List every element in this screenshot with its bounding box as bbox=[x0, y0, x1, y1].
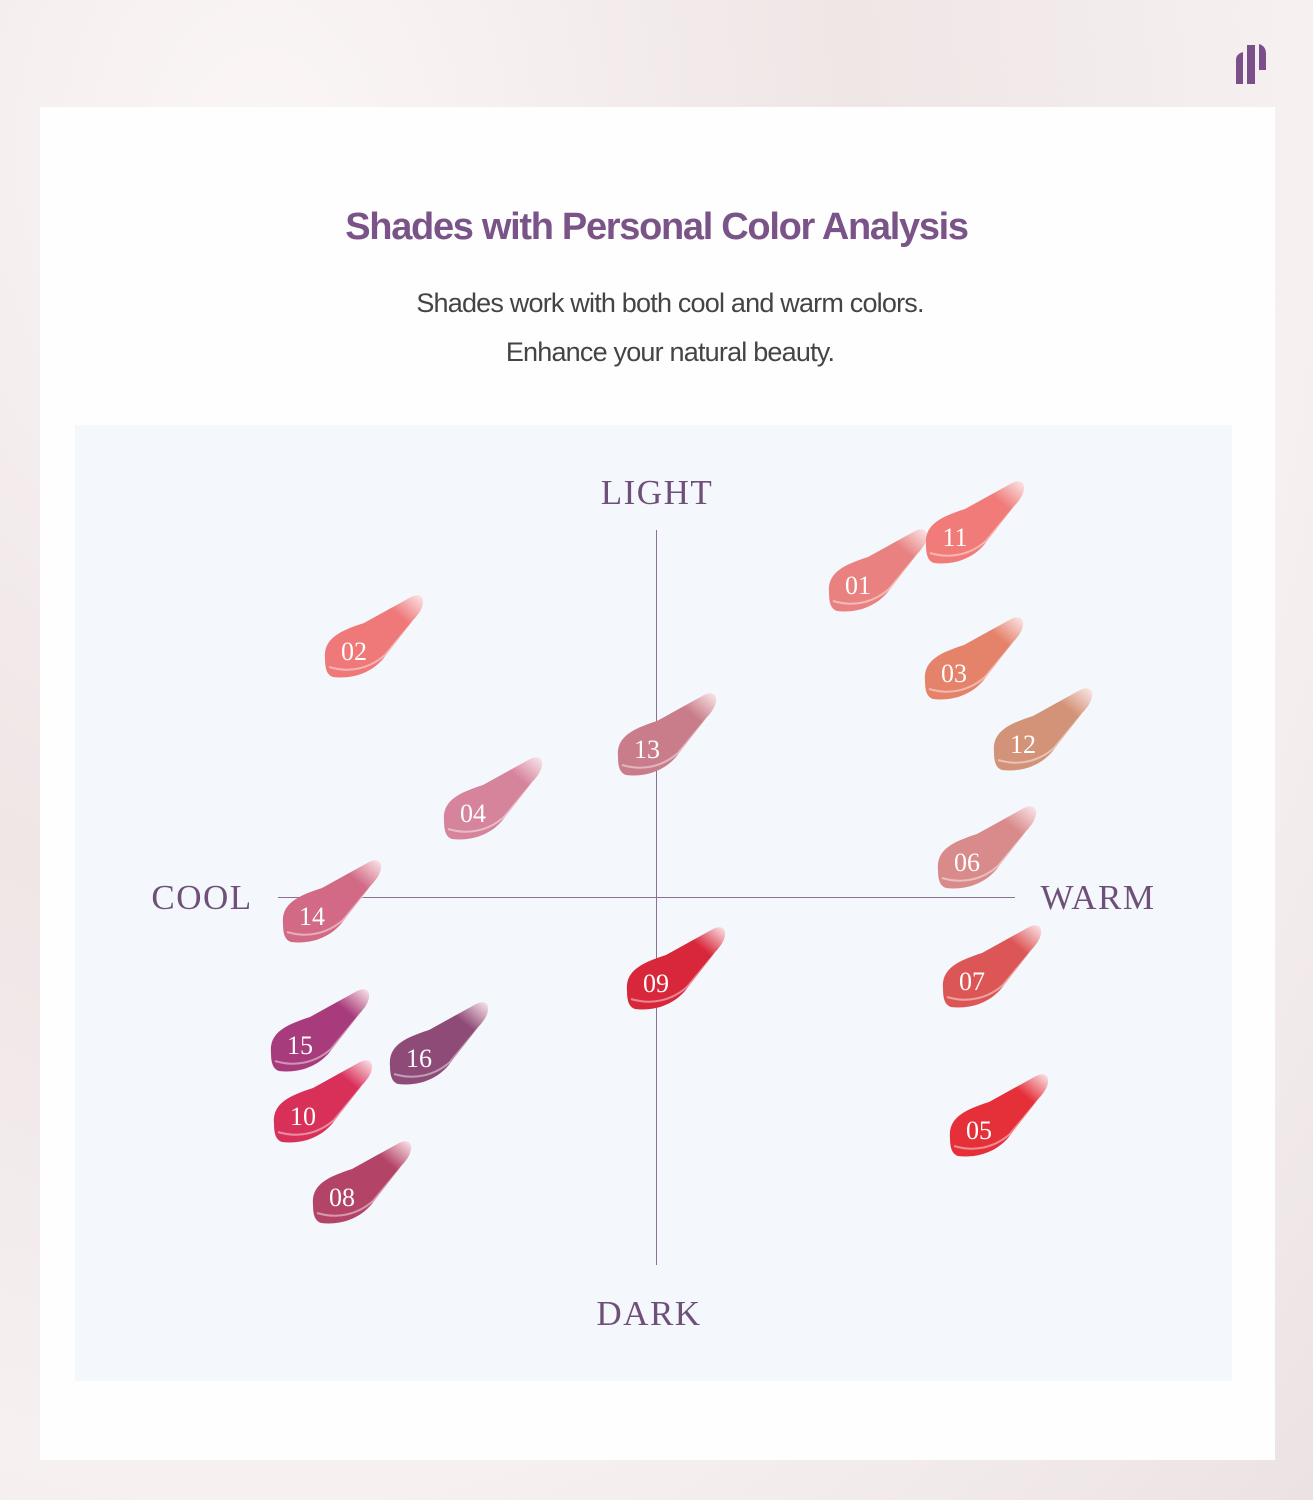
shade-number: 03 bbox=[941, 659, 967, 688]
lip-swatch-icon bbox=[389, 1002, 489, 1085]
lip-swatch-icon bbox=[324, 595, 424, 678]
lip-swatch-icon bbox=[312, 1141, 412, 1224]
shade-number: 13 bbox=[634, 735, 660, 764]
lip-swatch-icon bbox=[993, 688, 1093, 771]
axis-label-cool: COOL bbox=[151, 878, 253, 917]
shade-swatch-16: 16 bbox=[384, 996, 494, 1088]
lip-swatch-icon bbox=[942, 925, 1042, 1008]
lip-swatch-icon bbox=[925, 481, 1025, 564]
page-title: Shades with Personal Color Analysis bbox=[345, 206, 969, 248]
shade-number: 09 bbox=[643, 969, 669, 998]
lip-swatch-icon bbox=[626, 927, 726, 1010]
lip-swatch-icon bbox=[949, 1074, 1049, 1157]
horizontal-axis bbox=[278, 897, 1015, 898]
shade-number: 08 bbox=[329, 1183, 355, 1212]
lip-swatch-icon bbox=[924, 617, 1024, 700]
shade-number: 16 bbox=[406, 1044, 432, 1073]
shade-swatch-06: 06 bbox=[932, 800, 1042, 892]
axis-label-warm: WARM bbox=[1040, 878, 1156, 917]
shade-number: 02 bbox=[341, 637, 367, 666]
lip-swatch-icon bbox=[617, 693, 717, 776]
shade-number: 06 bbox=[954, 848, 980, 877]
shade-number: 12 bbox=[1010, 730, 1036, 759]
lip-swatch-icon bbox=[937, 806, 1037, 889]
lip-swatch-icon bbox=[828, 529, 928, 612]
shade-swatch-12: 12 bbox=[988, 682, 1098, 774]
shade-swatch-11: 11 bbox=[920, 475, 1030, 567]
shade-swatch-07: 07 bbox=[937, 919, 1047, 1011]
brand-logo bbox=[1236, 44, 1266, 84]
shade-swatch-14: 14 bbox=[277, 854, 387, 946]
axis-label-dark: DARK bbox=[596, 1294, 702, 1333]
lip-swatch-icon bbox=[273, 1060, 373, 1143]
axis-label-light: LIGHT bbox=[600, 473, 714, 512]
shade-swatch-05: 05 bbox=[944, 1068, 1054, 1160]
shade-swatch-09: 09 bbox=[621, 921, 731, 1013]
shade-number: 11 bbox=[942, 523, 968, 552]
shade-number: 05 bbox=[966, 1116, 992, 1145]
lip-swatch-icon bbox=[270, 989, 370, 1072]
shade-swatch-04: 04 bbox=[438, 751, 548, 843]
color-analysis-diagram bbox=[75, 425, 1232, 1381]
shade-number: 07 bbox=[959, 967, 985, 996]
shade-number: 10 bbox=[290, 1102, 316, 1131]
shade-swatch-02: 02 bbox=[319, 589, 429, 681]
lip-swatch-icon bbox=[443, 757, 543, 840]
shade-number: 04 bbox=[460, 799, 486, 828]
shade-number: 01 bbox=[845, 571, 871, 600]
shade-swatch-15: 15 bbox=[265, 983, 375, 1075]
lip-swatch-icon bbox=[282, 860, 382, 943]
subtitle-line-2: Enhance your natural beauty. bbox=[505, 337, 835, 367]
shade-number: 15 bbox=[287, 1031, 313, 1060]
shade-number: 14 bbox=[299, 902, 325, 931]
subtitle-line-1: Shades work with both cool and warm colo… bbox=[416, 288, 924, 318]
shade-swatch-03: 03 bbox=[919, 611, 1029, 703]
shade-swatch-13: 13 bbox=[612, 687, 722, 779]
shade-swatch-10: 10 bbox=[268, 1054, 378, 1146]
shade-swatch-01: 01 bbox=[823, 523, 933, 615]
shade-swatch-08: 08 bbox=[307, 1135, 417, 1227]
